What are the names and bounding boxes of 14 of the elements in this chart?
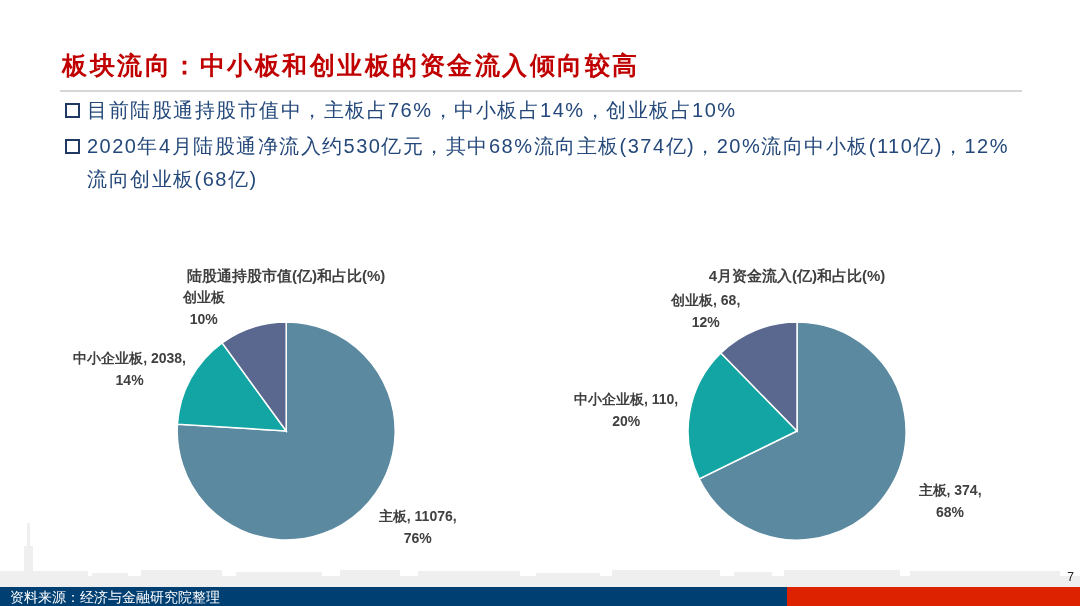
slice-label: 创业板 bbox=[181, 288, 226, 305]
slice-label: 主板, 11076, 76% bbox=[377, 508, 457, 547]
text: 资料来源：经济与金融研究院整理 bbox=[10, 588, 220, 606]
slice-label: 主板, 374, 68% bbox=[917, 482, 982, 521]
text: 目前陆股通持股市值中，主板占76%，中小板占14%，创业板占10% bbox=[87, 98, 738, 123]
text: 7 bbox=[1067, 569, 1074, 585]
slice-label: 创业板, 68, 12% bbox=[670, 291, 741, 330]
chart-title: 4月资金流入(亿)和占比(%) bbox=[708, 267, 886, 284]
data-label: 10% bbox=[189, 310, 219, 327]
text: 2020年4月陆股通净流入约530亿元，其中68%流向主板(374亿)，20%流向中小板(110亿)，12%流向创业板(68亿) bbox=[87, 134, 1010, 192]
slice-label: 中小企业板, 2038, 14% bbox=[73, 349, 186, 388]
text: 板块流向：中小板和创业板的资金流入倾向较高 bbox=[62, 50, 640, 80]
chart-title: 陆股通持股市值(亿)和占比(%) bbox=[187, 267, 386, 284]
slice-label: 中小企业板, 110, 20% bbox=[574, 390, 679, 429]
